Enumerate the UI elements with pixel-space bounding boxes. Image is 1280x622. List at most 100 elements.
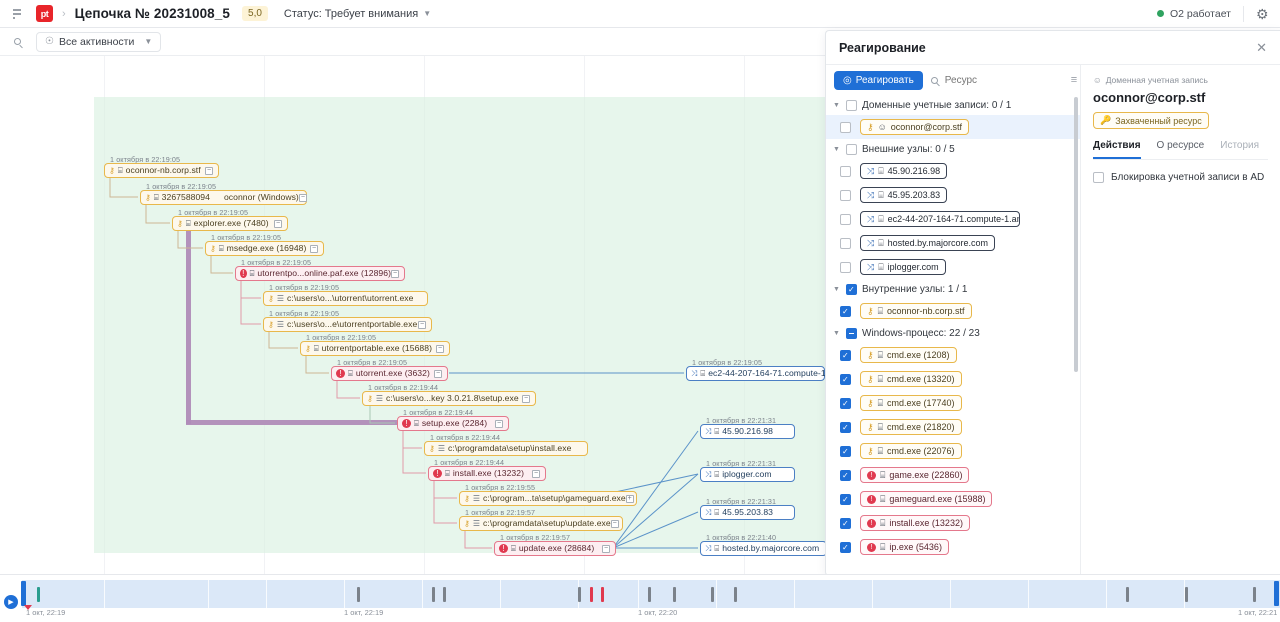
node-expand-toggle[interactable]: − bbox=[434, 369, 442, 378]
item-checkbox[interactable] bbox=[840, 373, 851, 386]
resource-pill[interactable]: ⚷ ⌸ cmd.exe (22076) bbox=[860, 443, 962, 459]
timeline-event-bar[interactable] bbox=[432, 587, 435, 602]
resource-pill[interactable]: ⚷ ⌸ cmd.exe (1208) bbox=[860, 347, 957, 363]
close-icon[interactable]: ✕ bbox=[1256, 39, 1267, 55]
item-checkbox[interactable] bbox=[840, 445, 851, 458]
graph-node[interactable]: ⚷ ☰ c:\users\o...key 3.0.21.8\setup.exe − bbox=[362, 391, 536, 406]
node-expand-toggle[interactable]: − bbox=[310, 244, 318, 253]
timeline[interactable]: ▶ 1 окт, 22:19 1 окт, 22:19 1 окт, 22:20 1 … bbox=[0, 574, 1280, 622]
group-checkbox[interactable] bbox=[846, 143, 857, 155]
graph-node[interactable]: ⚷ ⌸ utorrentportable.exe (15688) − bbox=[300, 341, 450, 356]
resource-tree[interactable]: ▼ Доменные учетные записи: 0 / 1 ⚷ ☺ oconnor… bbox=[826, 95, 1080, 575]
timeline-event-bar[interactable] bbox=[711, 587, 714, 602]
list-item[interactable]: ⤨ ⌸ iplogger.com bbox=[826, 255, 1080, 279]
resource-pill[interactable]: ⚷ ⌸ cmd.exe (13320) bbox=[860, 371, 962, 387]
item-checkbox[interactable] bbox=[840, 121, 851, 133]
list-item[interactable]: ⚷⌸ cmd.exe (22076) bbox=[826, 439, 1080, 463]
list-item[interactable]: ! ⌸gameguard.exe (15988) bbox=[826, 487, 1080, 511]
list-item[interactable]: ⤨ ⌸ 45.90.216.98 bbox=[826, 159, 1080, 183]
list-item[interactable]: ! ⌸install.exe (13232) bbox=[826, 511, 1080, 535]
graph-node[interactable]: ⚷ ☰ c:\programdata\setup\update.exe − bbox=[459, 516, 623, 531]
resource-pill[interactable]: ⤨ ⌸ hosted.by.majorcore.com bbox=[860, 235, 995, 251]
graph-node[interactable]: ⤨ ⌸ 45.95.203.83 bbox=[700, 505, 795, 520]
apps-grid-icon[interactable] bbox=[10, 7, 24, 21]
list-item[interactable]: ⤨ ⌸ 45.95.203.83 bbox=[826, 183, 1080, 207]
block-account-checkbox[interactable] bbox=[1093, 172, 1104, 183]
node-expand-toggle[interactable]: − bbox=[436, 344, 444, 353]
item-checkbox[interactable] bbox=[840, 189, 851, 201]
resource-group[interactable]: ▼ Windows-процесс: 22 / 23 bbox=[826, 323, 1080, 343]
item-checkbox[interactable] bbox=[840, 349, 851, 362]
item-checkbox[interactable] bbox=[840, 421, 851, 434]
resource-pill[interactable]: ⤨ ⌸ 45.95.203.83 bbox=[860, 187, 948, 203]
item-checkbox[interactable] bbox=[840, 237, 851, 249]
resource-group[interactable]: ▼ Внешние узлы: 0 / 5 bbox=[826, 139, 1080, 159]
group-checkbox[interactable] bbox=[846, 327, 857, 339]
node-expand-toggle[interactable]: − bbox=[418, 320, 426, 329]
chevron-down-icon[interactable]: ▼ bbox=[833, 285, 840, 293]
chevron-down-icon[interactable]: ▼ bbox=[833, 145, 840, 153]
timeline-event-bar[interactable] bbox=[601, 587, 604, 602]
item-checkbox[interactable] bbox=[840, 305, 851, 318]
node-expand-toggle[interactable]: − bbox=[274, 219, 282, 228]
graph-node[interactable]: ⚷ ☰ c:\users\o...\utorrent\utorrent.exe bbox=[263, 291, 428, 306]
timeline-event-bar[interactable] bbox=[578, 587, 581, 602]
resource-pill[interactable]: ⤨⌸ec2-44-207-164-71.compute-1.amaz... bbox=[860, 211, 1020, 227]
resource-pill[interactable]: ! ⌸ install.exe (13232) bbox=[860, 515, 970, 531]
search-icon[interactable] bbox=[8, 33, 26, 51]
list-item[interactable]: ⚷⌸ oconnor-nb.corp.stf bbox=[826, 299, 1080, 323]
resource-tree-scrollbar[interactable] bbox=[1074, 97, 1078, 372]
list-item[interactable]: ⚷⌸ cmd.exe (13320) bbox=[826, 367, 1080, 391]
item-checkbox[interactable] bbox=[840, 261, 851, 273]
timeline-event-bar[interactable] bbox=[443, 587, 446, 602]
list-item[interactable]: ⚷⌸ cmd.exe (17740) bbox=[826, 391, 1080, 415]
timeline-event-bar[interactable] bbox=[1126, 587, 1129, 602]
node-expand-toggle[interactable]: − bbox=[610, 519, 619, 528]
list-item[interactable]: ! ⌸game.exe (22860) bbox=[826, 463, 1080, 487]
item-checkbox[interactable] bbox=[840, 517, 851, 530]
resource-group[interactable]: ▼ Внутренние узлы: 1 / 1 bbox=[826, 279, 1080, 299]
item-checkbox[interactable] bbox=[840, 493, 851, 506]
resource-search[interactable] bbox=[930, 73, 1063, 87]
item-checkbox[interactable] bbox=[840, 469, 851, 482]
chevron-down-icon[interactable]: ▼ bbox=[833, 101, 840, 109]
tab-1[interactable]: О ресурсе bbox=[1156, 140, 1205, 151]
resource-search-input[interactable] bbox=[942, 73, 1063, 87]
resource-pill[interactable]: ⤨ ⌸ iplogger.com bbox=[860, 259, 946, 275]
graph-node[interactable]: ⤨ ⌸ iplogger.com bbox=[700, 467, 795, 482]
pt-logo[interactable]: pt bbox=[36, 5, 53, 22]
timeline-handle-left[interactable] bbox=[21, 581, 26, 606]
resource-group[interactable]: ▼ Доменные учетные записи: 0 / 1 bbox=[826, 95, 1080, 115]
node-expand-toggle[interactable]: − bbox=[205, 166, 213, 175]
timeline-event-bar[interactable] bbox=[357, 587, 360, 602]
item-checkbox[interactable] bbox=[840, 541, 851, 554]
gear-icon[interactable] bbox=[1256, 7, 1270, 21]
timeline-event-bar[interactable] bbox=[734, 587, 737, 602]
graph-node[interactable]: ⤨⌸ec2-44-207-164-71.compute-1.a... bbox=[686, 366, 825, 381]
list-item[interactable]: ⤨ ⌸ hosted.by.majorcore.com bbox=[826, 231, 1080, 255]
resource-pill[interactable]: ⚷ ☺ oconnor@corp.stf bbox=[860, 119, 969, 135]
resource-pill[interactable]: ⚷ ⌸ oconnor-nb.corp.stf bbox=[860, 303, 972, 319]
list-item[interactable]: ⚷⌸ cmd.exe (1208) bbox=[826, 343, 1080, 367]
group-checkbox[interactable] bbox=[846, 283, 857, 296]
timeline-event-bar[interactable] bbox=[1185, 587, 1188, 602]
graph-node[interactable]: ! ⌸ utorrent.exe (3632) − bbox=[331, 366, 448, 381]
resource-pill[interactable]: ⤨ ⌸ 45.90.216.98 bbox=[860, 163, 948, 179]
graph-node[interactable]: ⤨ ⌸ 45.90.216.98 bbox=[700, 424, 795, 439]
resource-pill[interactable]: ! ⌸ gameguard.exe (15988) bbox=[860, 491, 993, 507]
node-expand-toggle[interactable]: − bbox=[495, 419, 503, 428]
status-dropdown[interactable]: Статус: Требует внимания ▼ bbox=[284, 8, 431, 20]
graph-node[interactable]: ! ⌸ utorrentpo...online.paf.exe (12896) − bbox=[235, 266, 405, 281]
graph-node[interactable]: ⚷ ⌸ oconnor-nb.corp.stf − bbox=[104, 163, 219, 178]
item-checkbox[interactable] bbox=[840, 397, 851, 410]
node-expand-toggle[interactable]: − bbox=[522, 394, 530, 403]
timeline-event-bar[interactable] bbox=[37, 587, 40, 602]
tab-2[interactable]: История bbox=[1220, 140, 1260, 151]
item-checkbox[interactable] bbox=[840, 165, 851, 177]
chevron-down-icon[interactable]: ▼ bbox=[833, 329, 840, 337]
filter-icon[interactable]: ≡ bbox=[1070, 74, 1078, 86]
timeline-event-bar[interactable] bbox=[648, 587, 651, 602]
tab-0[interactable]: Действия bbox=[1093, 140, 1141, 159]
resource-pill[interactable]: ! ⌸ ip.exe (5436) bbox=[860, 539, 949, 555]
graph-node[interactable]: ! ⌸ setup.exe (2284) − bbox=[397, 416, 509, 431]
